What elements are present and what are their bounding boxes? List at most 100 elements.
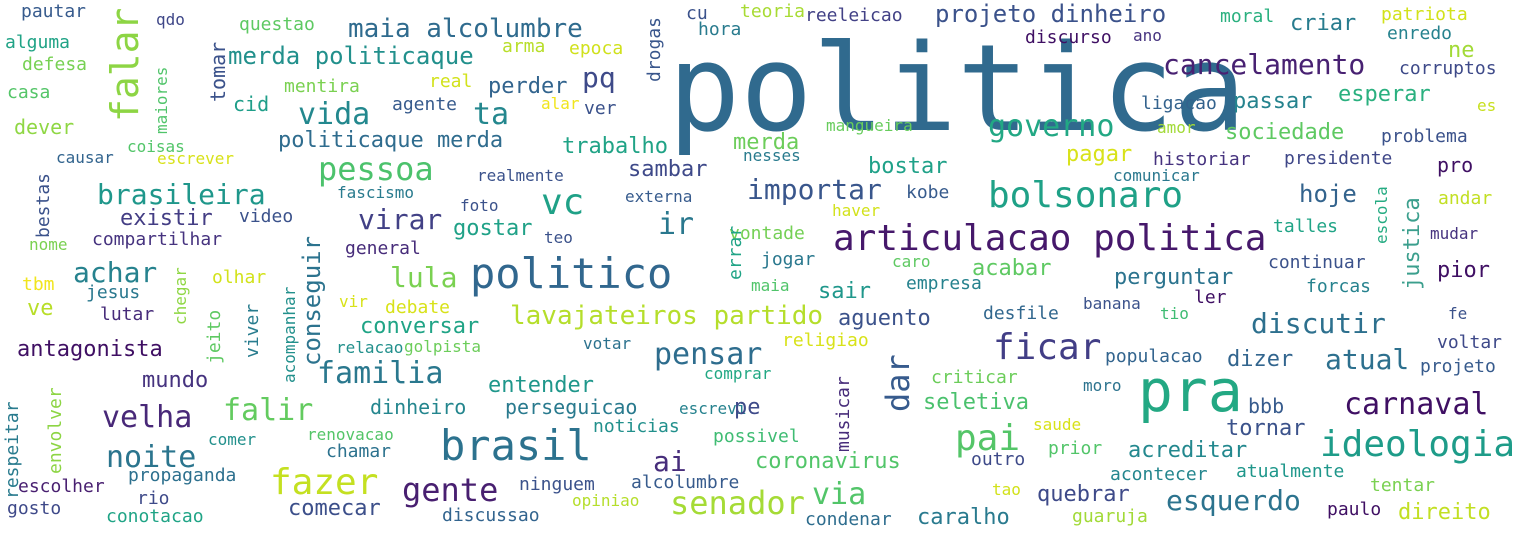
word-paulo: paulo [1327,499,1382,520]
word-enredo: enredo [1387,23,1453,44]
word-dever: dever [14,115,75,139]
word-velha: velha [102,400,193,435]
word-antagonista: antagonista [17,337,163,362]
word-tentar: tentar [1370,475,1436,496]
word-conversar: conversar [360,314,480,339]
word-dizer: dizer [1227,347,1294,372]
word-olhar: olhar [212,267,267,288]
word-mentira: mentira [284,76,360,97]
word-tbm: tbm [22,274,55,295]
word-saude: saude [1033,415,1082,434]
word-maia: maia [751,276,790,295]
word-renovacao: renovacao [307,425,394,444]
word-ler: ler [1194,287,1227,308]
word-real: real [429,71,473,92]
word-andar: andar [1438,188,1493,209]
word-votar: votar [583,334,632,353]
word-governo: governo [988,109,1115,144]
word-video: video [239,206,294,227]
word-mundo: mundo [142,368,209,393]
word-cu: cu [686,3,708,24]
word-pq: pq [582,61,616,94]
word-vida: vida [298,97,371,132]
word-escola: escola [1372,186,1391,244]
word-condenar: condenar [805,509,892,530]
word-comecar: comecar [288,496,381,521]
word-pra: pra [1138,357,1243,425]
word-religiao: religiao [782,330,869,351]
word-historiar: historiar [1153,149,1251,170]
word-ne: ne [1448,38,1475,63]
word-sociedade: sociedade [1225,120,1345,145]
word-pro: pro [1437,153,1474,177]
word-corruptos: corruptos [1399,58,1497,79]
word-discurso: discurso [1025,27,1112,48]
word-existir: existir [120,206,213,231]
word-ligacao: ligacao [1141,93,1217,114]
word-projeto: projeto [1420,356,1496,377]
word-possivel: possivel [713,426,800,447]
word-sambar: sambar [628,157,708,182]
word-prior: prior [1048,438,1103,459]
word-caralho: caralho [917,505,1010,530]
word-tornar: tornar [1226,416,1306,441]
word-empresa: empresa [906,273,982,294]
word-pior: pior [1437,258,1490,283]
word-via: via [812,477,867,512]
word-cancelamento: cancelamento [1163,48,1366,81]
word-quebrar: quebrar [1037,482,1130,507]
word-vontade: vontade [729,223,805,244]
word-brasil: brasil [440,421,592,470]
word-criticar: criticar [931,367,1018,388]
word-atual: atual [1325,343,1410,376]
word-realmente: realmente [477,166,564,185]
word-alar: alar [541,94,580,113]
word-escrevi: escrevi [679,399,747,418]
word-escolher: escolher [18,476,105,497]
word-senador: senador [670,484,805,522]
word-seletiva: seletiva [923,390,1029,415]
word-gostar: gostar [453,216,533,241]
word-amor: amor [1157,118,1196,137]
word-perder: perder [488,74,568,99]
word-kobe: kobe [906,182,950,203]
word-politica: politica [668,20,1246,159]
word-alguma: alguma [5,32,71,53]
word-envolver: envolver [45,387,66,474]
word-forcas: forcas [1306,276,1372,297]
word-cid: cid [233,92,270,116]
word-outro: outro [971,449,1026,470]
word-musicar: musicar [833,376,854,452]
word-virar: virar [358,203,443,236]
word-discutir: discutir [1251,307,1386,340]
word-merda-politicaque: merda politicaque [228,42,474,70]
word-ninguem: ninguem [519,474,595,495]
word-populacao: populacao [1105,346,1203,367]
word-reeleicao: reeleicao [805,5,903,26]
word-atualmente: atualmente [1236,461,1345,482]
word-casa: casa [7,82,51,103]
word-pai: pai [955,418,1021,459]
word-mudar: mudar [1430,224,1479,243]
word-aguento: aguento [838,306,931,331]
word-general: general [345,238,421,259]
word-escrever: escrever [157,149,235,168]
word-comer: comer [208,430,257,449]
word-foto: foto [460,196,499,215]
word-golpista: golpista [404,337,482,356]
word-tao: tao [992,480,1021,499]
word-coronavirus: coronavirus [755,449,901,474]
word-comprar: comprar [704,364,772,383]
word-chegar: chegar [171,267,190,325]
word-carnaval: carnaval [1344,387,1489,422]
word-externa: externa [625,187,693,206]
word-bestas: bestas [33,172,54,238]
word-vir: vir [339,292,368,311]
word-esperar: esperar [1338,82,1431,107]
word-questao: questao [239,14,315,35]
word-pessoa: pessoa [318,150,434,188]
word-jeito: jeito [204,309,225,364]
word-chamar: chamar [326,441,392,462]
word-propaganda: propaganda [128,465,237,486]
word-pautar: pautar [21,1,87,22]
